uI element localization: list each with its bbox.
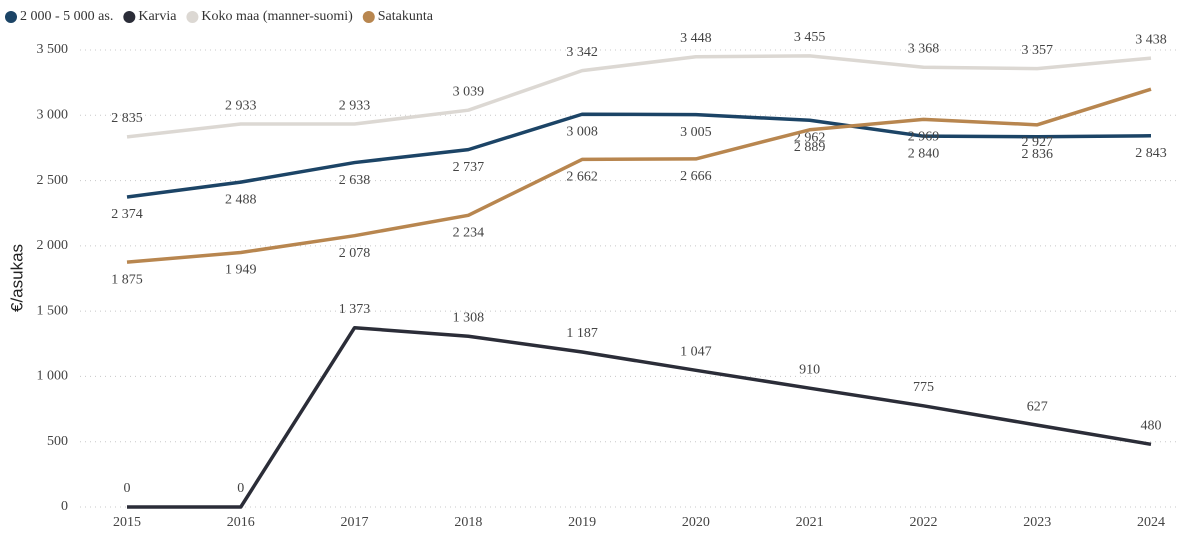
legend-marker xyxy=(5,11,17,23)
x-tick-label: 2019 xyxy=(568,515,596,530)
x-tick-label: 2017 xyxy=(341,515,369,530)
data-label: 1 187 xyxy=(566,326,598,341)
y-tick-label: 2 500 xyxy=(37,173,69,188)
legend-marker xyxy=(362,11,375,23)
data-label: 2 836 xyxy=(1021,147,1053,162)
data-label: 3 455 xyxy=(794,30,826,45)
data-label: 0 xyxy=(237,481,244,496)
data-label: 2 662 xyxy=(566,170,598,185)
y-tick-label: 3 500 xyxy=(37,42,69,57)
x-tick-label: 2022 xyxy=(909,515,937,530)
y-tick-label: 0 xyxy=(61,499,68,514)
data-label: 2 234 xyxy=(453,226,485,241)
data-label: 480 xyxy=(1141,419,1162,434)
data-label: 2 374 xyxy=(111,207,143,222)
data-label: 1 949 xyxy=(225,263,257,278)
x-tick-label: 2016 xyxy=(227,515,255,530)
x-tick-label: 2021 xyxy=(796,515,824,530)
series-line xyxy=(127,325,1152,509)
data-label: 2 840 xyxy=(908,146,940,161)
data-label: 1 308 xyxy=(453,310,485,325)
legend-marker xyxy=(123,11,136,23)
x-tick-label: 2018 xyxy=(454,515,482,530)
x-tick-label: 2024 xyxy=(1137,515,1165,530)
data-label: 3 342 xyxy=(566,45,598,60)
legend-label: Karvia xyxy=(138,9,177,24)
data-label: 0 xyxy=(124,481,131,496)
legend-marker xyxy=(186,11,199,23)
legend-label: Satakunta xyxy=(378,9,434,24)
data-label: 2 078 xyxy=(339,246,371,261)
data-label: 2 843 xyxy=(1135,146,1167,161)
data-label: 910 xyxy=(799,362,820,377)
data-label: 2 835 xyxy=(111,111,143,126)
data-label: 2 933 xyxy=(339,98,371,113)
data-label: 1 047 xyxy=(680,345,712,360)
series-line xyxy=(126,87,1152,264)
data-label: 2 969 xyxy=(908,130,940,145)
x-tick-label: 2015 xyxy=(113,515,141,530)
x-tick-label: 2023 xyxy=(1023,515,1051,530)
data-label: 775 xyxy=(913,380,934,395)
data-label: 3 368 xyxy=(908,41,940,56)
data-label: 3 039 xyxy=(453,84,485,99)
data-label: 2 962 xyxy=(794,130,826,145)
data-label: 3 008 xyxy=(566,124,598,139)
series-line xyxy=(126,112,1152,199)
data-label: 2 638 xyxy=(339,173,371,188)
series-line xyxy=(126,54,1152,139)
data-label: 2 933 xyxy=(225,98,257,113)
data-label: 2 666 xyxy=(680,169,712,184)
data-label: 627 xyxy=(1027,399,1048,414)
data-label: 3 005 xyxy=(680,125,712,140)
data-label: 3 448 xyxy=(680,31,712,46)
data-label: 3 357 xyxy=(1021,43,1053,58)
data-label: 2 889 xyxy=(794,140,826,155)
data-label: 2 488 xyxy=(225,192,257,207)
data-label: 3 438 xyxy=(1135,32,1167,47)
legend-label: Koko maa (manner-suomi) xyxy=(201,9,353,24)
y-tick-label: 2 000 xyxy=(37,238,69,253)
legend-label: 2 000 - 5 000 as. xyxy=(20,9,113,24)
data-label: 2 927 xyxy=(1021,135,1053,150)
y-tick-label: 1 500 xyxy=(37,303,69,318)
x-tick-label: 2020 xyxy=(682,515,710,530)
y-axis-label: €/asukas xyxy=(7,244,26,312)
y-tick-label: 1 000 xyxy=(37,369,69,384)
data-label: 1 373 xyxy=(339,302,371,317)
y-tick-label: 3 000 xyxy=(37,108,69,123)
y-tick-label: 500 xyxy=(47,434,68,449)
data-label: 1 875 xyxy=(111,272,143,287)
data-label: 2 737 xyxy=(453,160,485,175)
